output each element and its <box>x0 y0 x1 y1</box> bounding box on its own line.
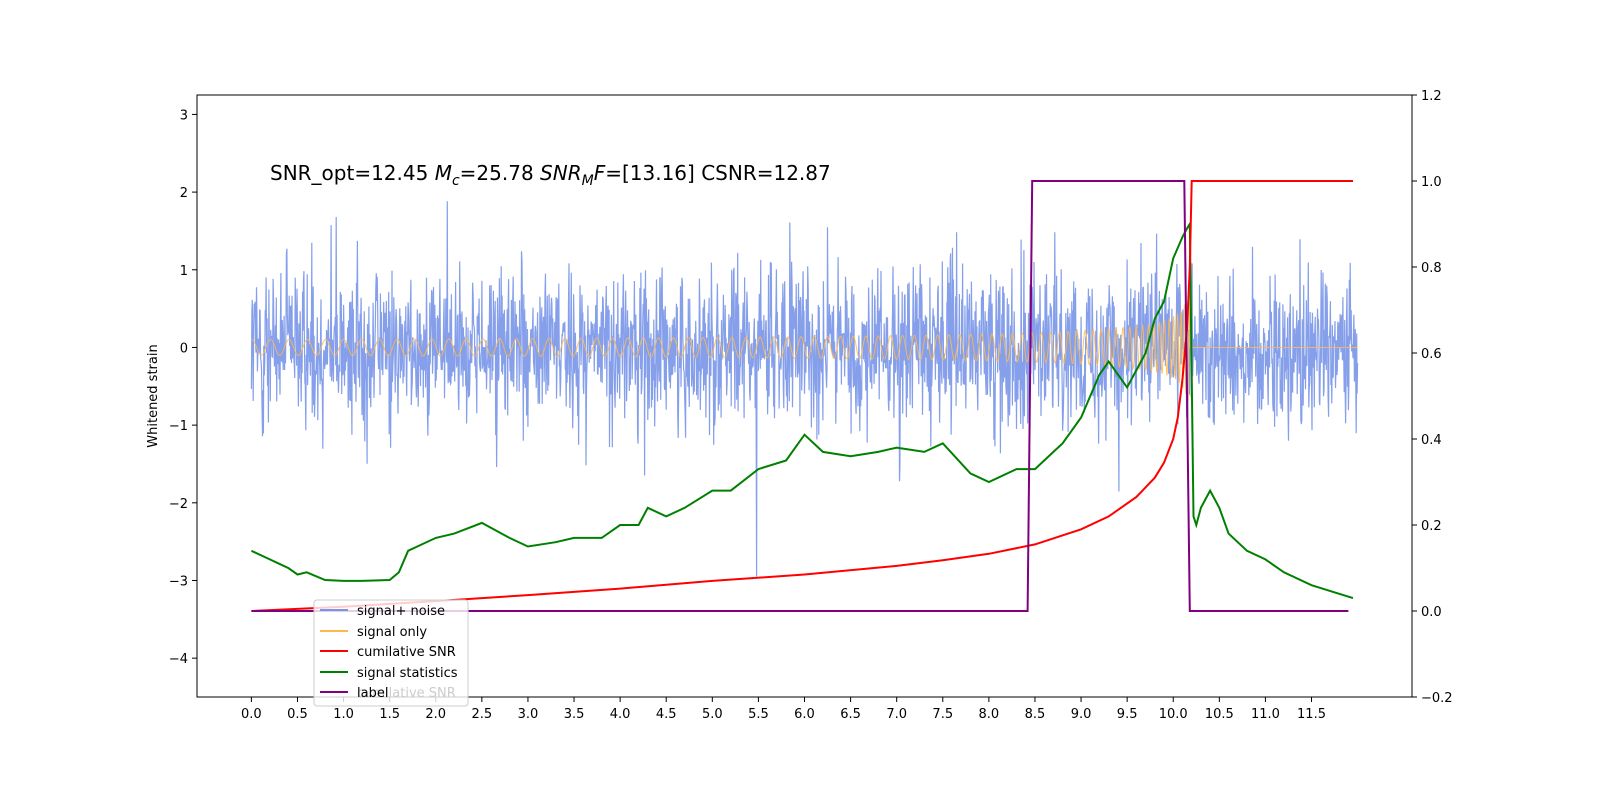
y-axis-right: 1.2 1.0 0.8 0.6 0.4 0.2 0.0 −0.2 <box>1412 89 1453 706</box>
annotation-f: F <box>594 161 606 185</box>
series-signal-noise <box>250 201 1359 577</box>
x-tick-label: 11.0 <box>1251 707 1280 722</box>
x-tick-label: 11.5 <box>1297 707 1326 722</box>
legend-label-signal-statistics: signal statistics <box>357 666 458 681</box>
x-axis: 0.0 0.5 1.0 1.5 2.0 2.5 3.0 3.5 4.0 4.5 5.0 5.5 6.0 6… <box>241 697 1326 722</box>
y-tick-label: 0 <box>180 341 188 356</box>
line-label <box>251 180 1349 612</box>
series-label <box>251 180 1349 612</box>
x-tick-label: 4.0 <box>610 707 631 722</box>
x-tick-label: 2.0 <box>425 707 446 722</box>
y-right-tick-label: 0.0 <box>1421 605 1442 620</box>
x-tick-label: 7.0 <box>886 707 907 722</box>
x-tick-label: 8.0 <box>979 707 1000 722</box>
annotation-m-sub: c <box>452 173 460 189</box>
y-tick-label: 1 <box>180 264 188 279</box>
x-tick-label: 1.5 <box>379 707 400 722</box>
annotation-snr: SNR <box>540 161 582 185</box>
legend-ghost-text: cumilative SNR <box>357 686 456 701</box>
line-signal-statistics <box>250 220 1354 600</box>
legend-box <box>313 599 469 707</box>
annotation-prefix: SNR_opt=12.45 <box>270 161 435 185</box>
series-cumulative-snr <box>251 180 1353 612</box>
y-tick-label: −3 <box>169 574 188 589</box>
x-tick-label: 5.5 <box>748 707 769 722</box>
x-tick-label: 9.0 <box>1071 707 1092 722</box>
y-axis-label: Whitened strain <box>146 344 161 447</box>
y-right-tick-label: −0.2 <box>1421 691 1453 706</box>
x-tick-label: 7.5 <box>932 707 953 722</box>
annotation-suffix: =[13.16] CSNR=12.87 <box>605 161 831 185</box>
x-tick-label: 6.5 <box>840 707 861 722</box>
chart-annotation: SNR_opt=12.45 Mc=25.78 SNRMF=[13.16] CSN… <box>270 161 831 189</box>
y-axis-left: 3 2 1 0 −1 −2 −3 −4 <box>169 108 197 667</box>
x-tick-label: 9.5 <box>1117 707 1138 722</box>
x-tick-label: 8.5 <box>1025 707 1046 722</box>
series-signal-statistics <box>250 220 1354 600</box>
plot-area <box>250 180 1359 612</box>
x-tick-label: 10.0 <box>1159 707 1188 722</box>
legend: cumilative SNR signal+ noise signal only… <box>313 599 469 707</box>
y-right-tick-label: 0.8 <box>1421 261 1442 276</box>
y-right-tick-label: 0.2 <box>1421 519 1442 534</box>
y-tick-label: −2 <box>169 497 188 512</box>
x-tick-label: 0.5 <box>287 707 308 722</box>
legend-label-signal-noise: signal+ noise <box>357 604 445 619</box>
line-signal-only <box>251 293 1358 401</box>
x-tick-label: 10.5 <box>1205 707 1234 722</box>
y-right-tick-label: 1.0 <box>1421 175 1442 190</box>
x-tick-label: 3.0 <box>518 707 539 722</box>
y-right-tick-label: 0.4 <box>1421 433 1442 448</box>
x-tick-label: 5.0 <box>702 707 723 722</box>
x-tick-label: 1.0 <box>333 707 354 722</box>
legend-label-signal-only: signal only <box>357 625 427 640</box>
y-tick-label: 2 <box>180 186 188 201</box>
legend-label-label: label <box>357 686 388 701</box>
y-tick-label: 3 <box>180 108 188 123</box>
series-signal-only <box>251 293 1358 401</box>
line-signal-noise <box>250 201 1359 577</box>
line-cumulative-snr <box>251 180 1353 612</box>
x-tick-label: 4.5 <box>656 707 677 722</box>
legend-label-cumulative-snr: cumilative SNR <box>357 645 456 660</box>
annotation-snr-sub: M <box>582 173 594 189</box>
y-tick-label: −1 <box>169 419 188 434</box>
x-tick-label: 0.0 <box>241 707 262 722</box>
x-tick-label: 3.5 <box>564 707 585 722</box>
y-right-tick-label: 1.2 <box>1421 89 1442 104</box>
y-tick-label: −4 <box>169 652 188 667</box>
annotation-mid: =25.78 <box>460 161 540 185</box>
annotation-m: M <box>435 161 452 185</box>
x-tick-label: 6.0 <box>794 707 815 722</box>
y-right-tick-label: 0.6 <box>1421 347 1442 362</box>
x-tick-label: 2.5 <box>472 707 493 722</box>
